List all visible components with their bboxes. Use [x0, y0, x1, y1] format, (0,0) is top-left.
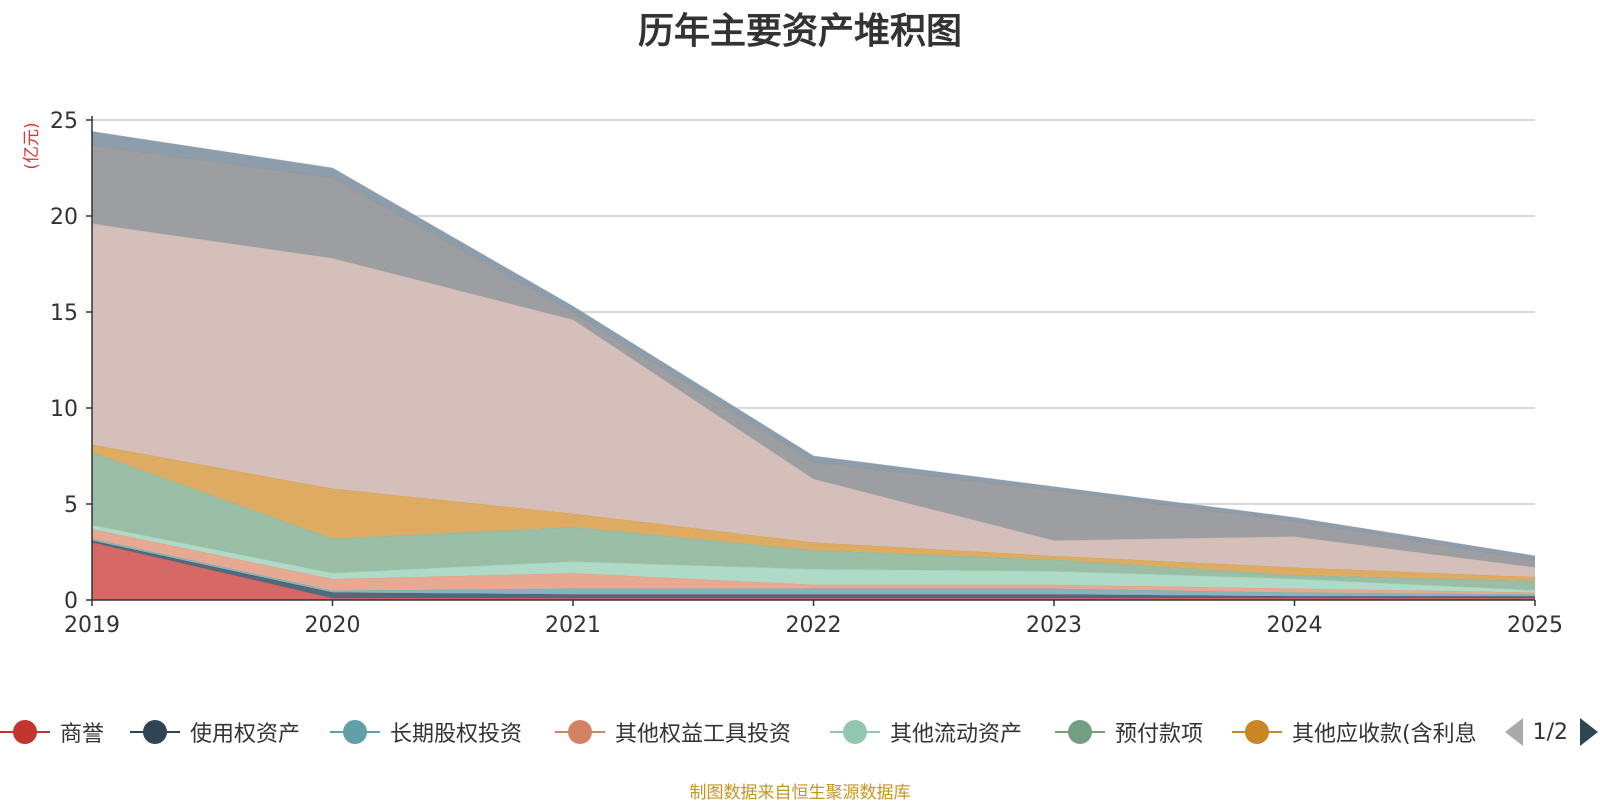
area-series	[91, 131, 1536, 600]
area-series-4[interactable]	[92, 525, 1535, 593]
legend-label: 长期股权投资	[390, 722, 523, 747]
pager-prev-icon[interactable]	[1504, 718, 1523, 746]
area-series-3[interactable]	[92, 528, 1535, 595]
x-tick-labels: 2019 2020 2021 2022 2023 2024 2025	[64, 600, 1563, 638]
legend-label: 其他应收款(含利息	[1292, 722, 1477, 747]
legend-label: 其他流动资产	[890, 722, 1023, 747]
legend-label: 使用权资产	[190, 722, 301, 747]
legend-swatch-icon	[0, 717, 50, 747]
chart-title: 历年主要资产堆积图	[637, 11, 962, 52]
x-tick-label: 2023	[1026, 613, 1082, 638]
x-tick-label: 2020	[305, 613, 361, 638]
legend-swatch-icon	[330, 717, 380, 747]
series-line-9	[91, 131, 1536, 557]
y-tick-label: 25	[50, 109, 78, 134]
legend-swatch-icon	[1232, 717, 1282, 747]
legend-swatch-icon	[555, 717, 605, 747]
legend-item[interactable]: 预付款项	[1055, 712, 1203, 752]
x-tick-label: 2022	[786, 613, 842, 638]
area-series-0[interactable]	[92, 542, 1535, 600]
y-tick-label: 15	[50, 301, 78, 326]
legend-label: 商誉	[60, 722, 105, 747]
pager-indicator: 1/2	[1532, 719, 1568, 745]
legend-item[interactable]: 其他流动资产	[830, 712, 1022, 752]
legend-item[interactable]: 使用权资产	[130, 712, 300, 752]
y-tick-label: 5	[64, 493, 78, 518]
y-tick-label: 0	[64, 589, 78, 614]
legend-label: 预付款项	[1115, 722, 1204, 747]
data-source-note: 制图数据来自恒生聚源数据库	[689, 783, 911, 803]
area-series-9[interactable]	[92, 131, 1535, 560]
legend-item[interactable]: 其他应收款(含利息	[1232, 712, 1477, 752]
x-tick-label: 2025	[1507, 613, 1563, 638]
legend: 商誉 使用权资产 长期股权投资 其他权益工具投资 其他流动资产 预付款项 其他应收款(含利息	[0, 712, 1600, 752]
legend-swatch-icon	[130, 717, 180, 747]
x-tick-label: 2024	[1267, 613, 1323, 638]
x-tick-label: 2021	[545, 613, 601, 638]
legend-item[interactable]: 商誉	[0, 712, 104, 752]
area-series-5[interactable]	[92, 452, 1535, 591]
legend-pager: 1/2	[1504, 712, 1600, 752]
y-axis-label: (亿元)	[22, 122, 42, 169]
legend-item[interactable]: 其他权益工具投资	[555, 712, 791, 752]
y-tick-label: 10	[50, 397, 78, 422]
pager-next-icon[interactable]	[1580, 718, 1598, 746]
legend-label: 其他权益工具投资	[615, 722, 792, 747]
legend-swatch-icon	[1055, 717, 1105, 747]
area-series-8[interactable]	[92, 144, 1535, 568]
legend-swatch-icon	[830, 717, 880, 747]
y-tick-label: 20	[50, 205, 78, 230]
x-tick-label: 2019	[64, 613, 120, 638]
y-tick-labels: 0 5 10 15 20 25	[50, 109, 78, 614]
legend-item[interactable]: 长期股权投资	[330, 712, 522, 752]
area-series-7[interactable]	[92, 223, 1535, 577]
area-series-6[interactable]	[92, 444, 1535, 581]
